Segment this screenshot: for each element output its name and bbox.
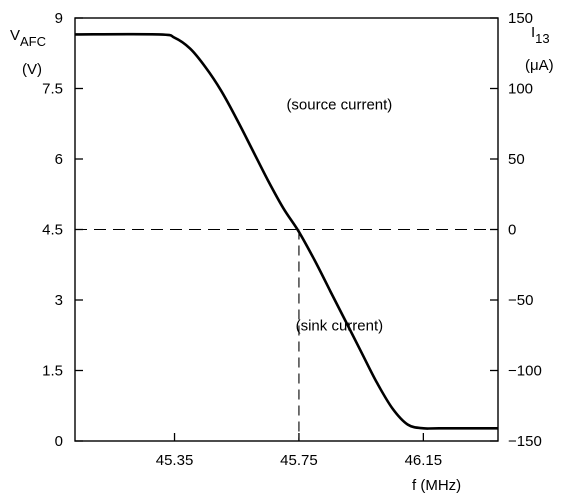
x-tick-label: 46.15: [405, 452, 443, 469]
right-tick-label: 100: [508, 81, 533, 98]
reference-lines: [75, 228, 498, 441]
left-tick-label: 6: [55, 151, 63, 168]
left-tick-label: 3: [55, 292, 63, 309]
right-axis-unit: (μA): [525, 57, 554, 74]
x-axis: 45.35 45.75 46.15: [156, 433, 442, 469]
right-axis: −150 −100 −50 0 50 100 150: [490, 10, 542, 450]
left-tick-label: 9: [55, 10, 63, 27]
left-tick-label: 0: [55, 433, 63, 450]
left-tick-label: 7.5: [42, 81, 63, 98]
right-tick-label: −100: [508, 363, 542, 380]
right-tick-label: −50: [508, 292, 533, 309]
left-axis: 0 1.5 3 4.5 6 7.5 9: [42, 10, 83, 450]
right-axis-title: I13: [531, 24, 550, 46]
right-tick-label: 150: [508, 10, 533, 27]
left-axis-unit: (V): [22, 61, 42, 78]
left-tick-label: 4.5: [42, 222, 63, 239]
right-tick-label: 50: [508, 151, 525, 168]
x-tick-label: 45.35: [156, 452, 194, 469]
x-axis-title: f (MHz): [412, 477, 461, 494]
right-tick-label: −150: [508, 433, 542, 450]
series-line: [74, 32, 498, 430]
x-tick-label: 45.75: [280, 452, 318, 469]
left-axis-title: VAFC: [10, 27, 46, 49]
right-tick-label: 0: [508, 222, 516, 239]
annotation-label: (sink current): [296, 318, 384, 335]
annotation-label: (source current): [286, 97, 392, 114]
annotations: (source current) (sink current): [286, 97, 392, 335]
left-tick-label: 1.5: [42, 363, 63, 380]
